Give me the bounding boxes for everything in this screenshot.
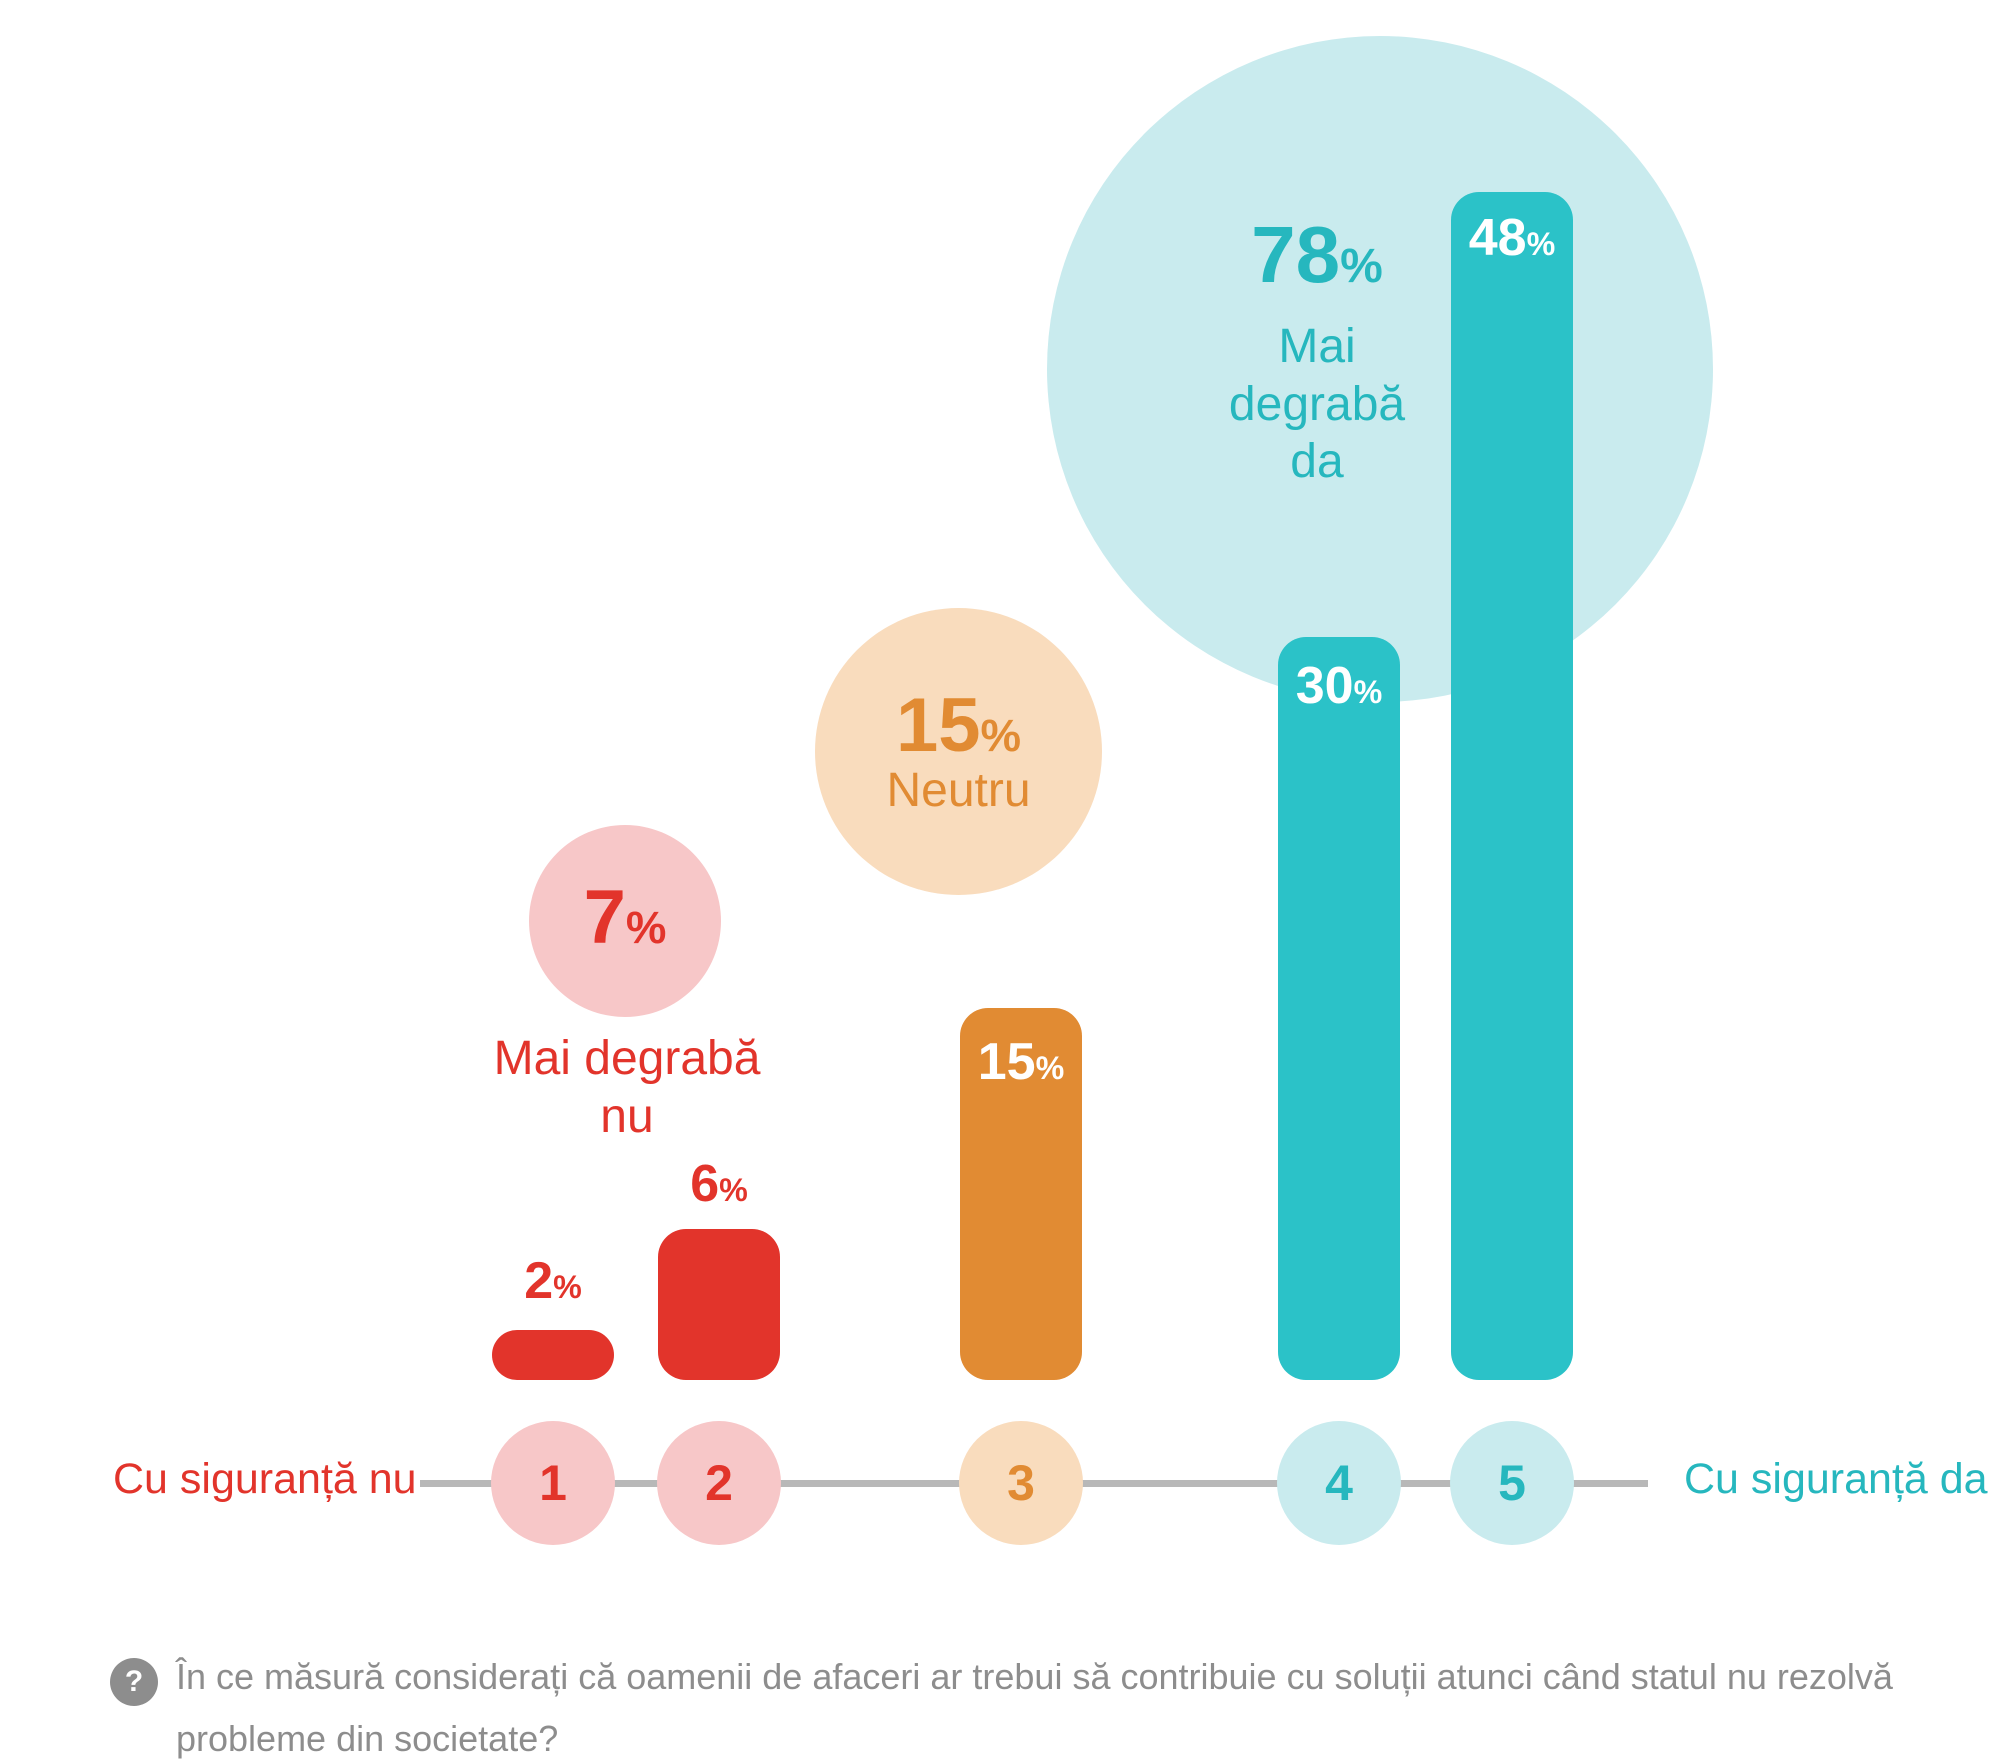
bar-value-3: 15% (977, 1033, 1065, 1091)
bubble-label-mai-degraba-nu: Mai degrabă nu (493, 1032, 761, 1143)
bar-value-1: 2% (524, 1252, 582, 1310)
bar-3 (960, 1008, 1082, 1380)
bubble-label-neutru: Neutru (886, 764, 1031, 817)
axis-tick-2: 2 (657, 1421, 781, 1545)
bar-value-4: 30% (1295, 657, 1383, 715)
axis-label-min: Cu siguranță nu (113, 1455, 417, 1503)
bubble-value-neutru: 15% (895, 683, 1022, 768)
bubble-mai-degraba-da (1047, 36, 1713, 702)
bar-value-5: 48% (1468, 209, 1556, 267)
axis-label-max: Cu siguranță da (1684, 1455, 1988, 1503)
axis-tick-3: 3 (959, 1421, 1083, 1545)
bar-1 (492, 1330, 614, 1380)
question-mark-icon: ? (110, 1658, 158, 1706)
axis-tick-1: 1 (491, 1421, 615, 1545)
bar-4 (1278, 637, 1400, 1380)
bubble-label-mai-degraba-da: Mai degrabă da (1228, 320, 1406, 489)
bubble-mai-degraba-nu (529, 825, 721, 1017)
question-line-1: În ce măsură considerați că oamenii de a… (176, 1656, 1893, 1697)
bar-5 (1451, 192, 1573, 1380)
axis-tick-5: 5 (1450, 1421, 1574, 1545)
bubble-value-mai-degraba-nu: 7% (583, 875, 667, 960)
axis-tick-4: 4 (1277, 1421, 1401, 1545)
bubble-value-mai-degraba-da: 78% (1251, 210, 1383, 299)
question-line-2: probleme din societate? (176, 1718, 559, 1759)
bar-2 (658, 1229, 780, 1380)
bar-value-2: 6% (690, 1155, 748, 1213)
question-text: În ce măsură considerați că oamenii de a… (176, 1646, 1976, 1761)
bubble-neutru (815, 608, 1102, 895)
